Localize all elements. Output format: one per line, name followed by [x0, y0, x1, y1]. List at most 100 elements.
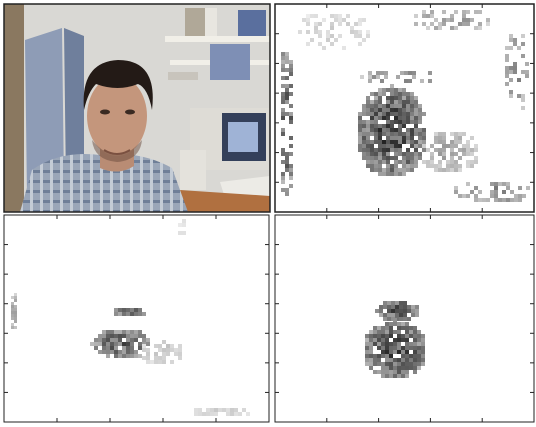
speckle — [509, 38, 513, 42]
speckle — [509, 78, 513, 82]
speckle — [389, 330, 393, 334]
speckle — [342, 18, 346, 22]
speckle — [126, 334, 130, 338]
speckle — [478, 198, 482, 202]
speckle — [130, 354, 134, 358]
speckle — [372, 75, 376, 79]
speckle — [414, 14, 418, 18]
speckle — [402, 152, 406, 156]
speckle — [422, 128, 426, 132]
speckle — [417, 342, 421, 346]
speckle — [302, 18, 306, 22]
speckle — [289, 152, 293, 156]
speckle — [358, 128, 362, 132]
speckle — [382, 172, 386, 176]
speckle — [454, 186, 458, 190]
speckle — [454, 144, 458, 148]
speckle — [506, 186, 510, 190]
speckle — [393, 350, 397, 354]
speckle — [376, 71, 380, 75]
speckle — [505, 70, 509, 74]
speckle — [386, 128, 390, 132]
speckle — [462, 144, 466, 148]
speckle — [370, 108, 374, 112]
speckle — [414, 148, 418, 152]
speckle — [358, 120, 362, 124]
speckle — [466, 148, 470, 152]
speckle — [138, 334, 142, 338]
speckle — [390, 172, 394, 176]
speckle — [281, 56, 285, 60]
speckle — [410, 96, 414, 100]
speckle — [390, 108, 394, 112]
speckle — [394, 104, 398, 108]
speckle — [502, 190, 506, 194]
speckle — [390, 92, 394, 96]
speckle — [398, 108, 402, 112]
speckle — [395, 313, 399, 317]
speckle — [382, 104, 386, 108]
speckle — [397, 366, 401, 370]
speckle — [417, 334, 421, 338]
speckle — [210, 408, 214, 412]
speckle — [382, 140, 386, 144]
speckle — [466, 194, 470, 198]
speckle — [389, 354, 393, 358]
speckle — [402, 112, 406, 116]
speckle — [410, 104, 414, 108]
speckle — [525, 62, 529, 66]
speckle — [434, 168, 438, 172]
speckle — [122, 342, 126, 346]
speckle — [430, 156, 434, 160]
speckle — [454, 26, 458, 30]
speckle — [358, 22, 362, 26]
speckle — [386, 132, 390, 136]
speckle — [118, 338, 122, 342]
speckle — [402, 100, 406, 104]
speckle — [198, 412, 202, 416]
speckle — [142, 348, 146, 352]
speckle — [389, 326, 393, 330]
speckle — [281, 172, 285, 176]
speckle — [178, 348, 182, 352]
speckle — [390, 168, 394, 172]
speckle — [118, 354, 122, 358]
speckle — [114, 308, 118, 312]
speckle — [414, 140, 418, 144]
speckle — [126, 342, 130, 346]
speckle — [394, 156, 398, 160]
speckle — [494, 182, 498, 186]
speckle — [366, 112, 370, 116]
speckle — [446, 160, 450, 164]
speckle — [458, 136, 462, 140]
speckle — [306, 30, 310, 34]
speckle — [134, 338, 138, 342]
speckle — [450, 26, 454, 30]
speckle — [383, 305, 387, 309]
speckle — [514, 194, 518, 198]
speckle — [206, 412, 210, 416]
speckle — [389, 358, 393, 362]
speckle — [386, 96, 390, 100]
speckle — [428, 71, 432, 75]
face — [87, 76, 147, 156]
speckle — [365, 350, 369, 354]
speckle — [377, 330, 381, 334]
speckle — [418, 120, 422, 124]
speckle — [387, 313, 391, 317]
speckle — [170, 348, 174, 352]
speckle — [386, 140, 390, 144]
speckle — [285, 168, 289, 172]
speckle — [462, 148, 466, 152]
speckle — [381, 334, 385, 338]
speckle — [415, 309, 419, 313]
speckle — [378, 156, 382, 160]
speckle — [385, 350, 389, 354]
speckle — [230, 412, 234, 416]
speckle — [474, 156, 478, 160]
speckle — [454, 132, 458, 136]
speckle — [406, 148, 410, 152]
speckle — [399, 313, 403, 317]
speckle — [142, 344, 146, 348]
speckle — [450, 140, 454, 144]
